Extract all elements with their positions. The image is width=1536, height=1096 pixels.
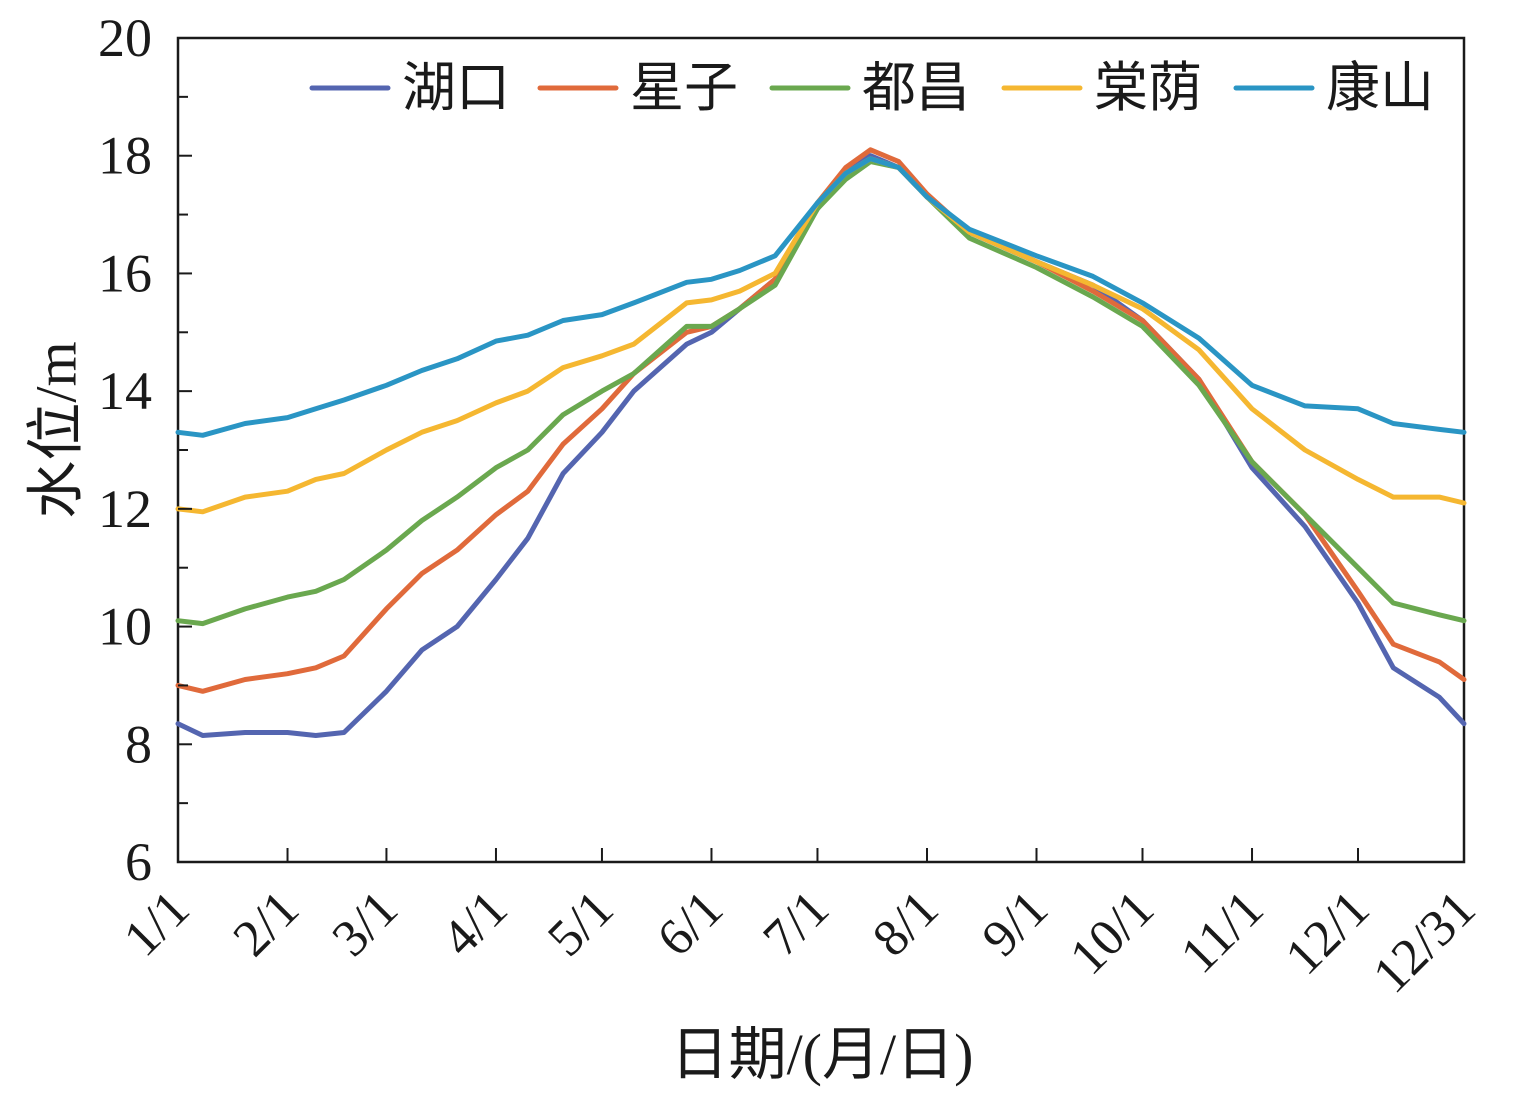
y-tick-label: 16 [98, 243, 152, 303]
y-tick-label: 18 [98, 126, 152, 186]
y-tick-label: 6 [125, 832, 152, 892]
y-tick-label: 10 [98, 597, 152, 657]
x-axis-title: 日期/(月/日) [671, 1022, 974, 1087]
x-tick-label: 4/1 [431, 880, 518, 967]
x-tick-label: 2/1 [223, 880, 310, 967]
legend-label: 星子 [630, 58, 738, 118]
y-tick-label: 8 [125, 714, 152, 774]
plot-frame-group [176, 36, 1466, 864]
y-axis: 6 8 10 12 14 16 18 20 [98, 8, 192, 892]
x-tick-label: 10/1 [1059, 880, 1165, 986]
legend: 湖口 星子 都昌 棠荫 康山 [309, 58, 1434, 118]
series-line-3 [175, 159, 1467, 627]
series-line-5 [175, 156, 1467, 438]
x-tick-label: 6/1 [647, 880, 734, 967]
x-tick-label: 3/1 [322, 880, 409, 967]
x-tick-label: 9/1 [972, 880, 1059, 967]
x-axis: 1/1 2/1 3/1 4/1 5/1 6/1 7/1 8/1 9/1 10/1 11/1 12/11… [113, 848, 1486, 1004]
y-tick-label: 14 [98, 361, 152, 421]
series-line-4 [175, 156, 1467, 515]
y-axis-title: 水位/m [23, 341, 88, 518]
legend-label: 湖口 [402, 58, 510, 118]
y-tick-label: 12 [98, 479, 152, 539]
x-tick-label: 1/1 [113, 880, 200, 967]
series-line-1 [175, 153, 1467, 738]
x-tick-label: 11/1 [1170, 880, 1274, 984]
x-tick-label: 12/1 [1275, 880, 1381, 986]
series-layer [175, 147, 1467, 738]
x-tick-label: 12/31 [1362, 880, 1486, 1004]
x-tick-label: 7/1 [753, 880, 840, 967]
plot-frame [176, 36, 1466, 864]
legend-label: 都昌 [862, 58, 970, 118]
x-tick-label: 5/1 [537, 880, 624, 967]
x-tick-label: 8/1 [862, 880, 949, 967]
y-tick-label: 20 [98, 8, 152, 68]
legend-label: 康山 [1326, 58, 1434, 118]
legend-label: 棠荫 [1094, 58, 1202, 118]
